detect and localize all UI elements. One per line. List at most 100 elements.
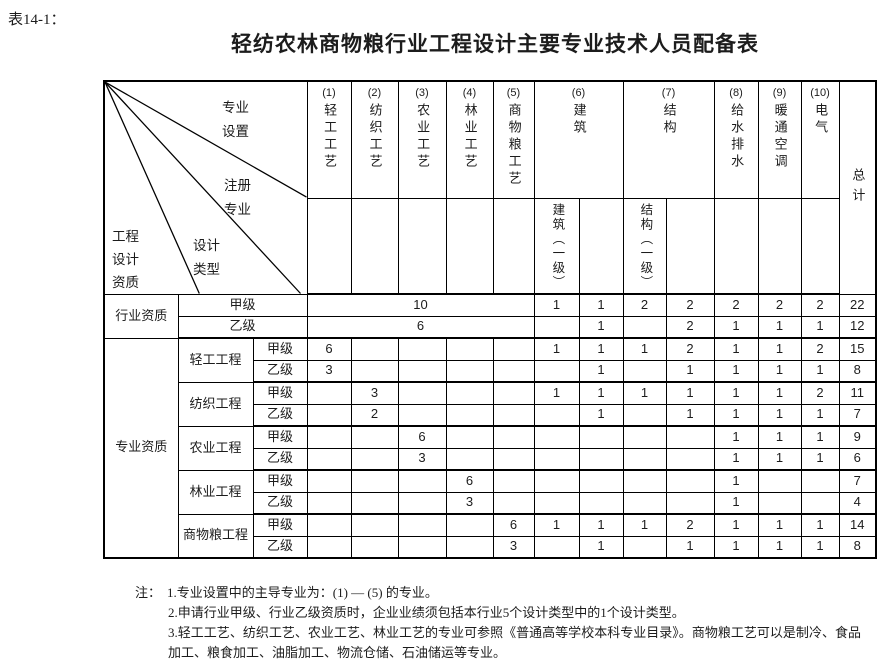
- column-number: (6): [571, 87, 586, 99]
- table-cell: 1: [757, 535, 802, 559]
- table-cell: [533, 447, 580, 471]
- column-number: (1): [322, 87, 336, 99]
- column-label: 给水排水: [729, 102, 745, 171]
- table-cell: 6: [397, 425, 447, 449]
- table-cell: [306, 535, 352, 559]
- table-row-industry-b: 乙级 6 1 2 1 1 1 12: [104, 315, 877, 339]
- column-number: (7): [661, 87, 676, 99]
- column-header-2: (2) 纺织工艺: [350, 80, 399, 199]
- engineering-label: 纺织工程: [177, 381, 254, 427]
- table-cell: 1: [800, 359, 840, 383]
- column-header-total: 总计: [838, 80, 877, 295]
- table-cell: [578, 425, 624, 449]
- table-cell: 2: [800, 337, 840, 361]
- table-cell: 1: [533, 513, 580, 537]
- table-cell: 1: [578, 337, 624, 361]
- column-header-5: (5) 商物粮工艺: [492, 80, 535, 199]
- table-cell: [350, 447, 399, 471]
- table-cell: [397, 535, 447, 559]
- table-cell-total: 7: [838, 469, 877, 493]
- column-label: 林业工艺: [462, 102, 478, 171]
- table-cell: 2: [665, 337, 715, 361]
- table-cell: 2: [350, 403, 399, 427]
- column-label: 结构: [661, 102, 677, 137]
- table-cell: [306, 447, 352, 471]
- table-cell: 6: [492, 513, 535, 537]
- table-cell: 1: [533, 293, 580, 317]
- table-cell: [622, 447, 667, 471]
- table-cell-total: 12: [838, 315, 877, 339]
- engineering-label: 轻工工程: [177, 337, 254, 383]
- table-cell: 2: [665, 293, 715, 317]
- table-cell: [397, 513, 447, 537]
- table-cell: 1: [713, 337, 759, 361]
- subheader-empty: [492, 197, 535, 295]
- grade-label: 甲级: [252, 513, 308, 537]
- table-cell: [445, 359, 494, 383]
- grade-label: 乙级: [252, 447, 308, 471]
- table-cell: [492, 381, 535, 405]
- table-cell: 1: [757, 315, 802, 339]
- table-cell-total: 4: [838, 491, 877, 515]
- table-cell: [397, 469, 447, 493]
- subheader-empty: [578, 197, 624, 295]
- subheader-empty: [665, 197, 715, 295]
- note-3: 3.轻工工艺、纺织工艺、农业工艺、林业工艺的专业可参照《普通高等学校本科专业目录…: [168, 625, 861, 660]
- table-cell: [445, 447, 494, 471]
- table-cell: 3: [306, 359, 352, 383]
- table-cell: 1: [757, 381, 802, 405]
- table-cell: 1: [757, 513, 802, 537]
- column-label: 轻工工艺: [322, 102, 338, 171]
- grade-label: 甲级: [252, 381, 308, 405]
- table-cell: [492, 447, 535, 471]
- personnel-allocation-table: 专业设置 注册专业 设计类型 工程设计资质 (1) 轻工工艺 (2) 纺织工艺 (3…: [103, 80, 878, 559]
- table-row-agriculture-a: 农业工程 甲级 6 1 1 1 9: [104, 425, 877, 471]
- grade-label: 乙级: [252, 403, 308, 427]
- table-cell: [622, 491, 667, 515]
- column-number: (10): [810, 87, 830, 99]
- table-cell: 1: [800, 315, 840, 339]
- table-cell: [306, 491, 352, 515]
- table-row-textile-a: 纺织工程 甲级 3 1 1 1 1 1 1 2 11: [104, 381, 877, 427]
- table-cell: 1: [713, 315, 759, 339]
- column-label: 电气: [813, 102, 829, 137]
- table-cell: [445, 403, 494, 427]
- table-cell: 3: [445, 491, 494, 515]
- table-cell: [665, 447, 715, 471]
- table-cell: 1: [578, 535, 624, 559]
- note-prefix: 注：: [135, 585, 162, 600]
- table-cell: [492, 491, 535, 515]
- table-cell: 1: [665, 381, 715, 405]
- total-label: 总计: [850, 167, 866, 208]
- diagonal-header-cell: 专业设置 注册专业 设计类型 工程设计资质: [103, 80, 308, 295]
- table-cell: 1: [713, 381, 759, 405]
- table-cell: [492, 425, 535, 449]
- table-cell: [306, 425, 352, 449]
- table-cell: [665, 491, 715, 515]
- table-cell: 6: [306, 337, 352, 361]
- table-cell: [533, 359, 580, 383]
- table-cell: [533, 315, 580, 339]
- table-cell: [578, 469, 624, 493]
- table-cell: 1: [713, 403, 759, 427]
- table-cell: 1: [578, 381, 624, 405]
- table-cell: 3: [492, 535, 535, 559]
- note-1: 注： 1.专业设置中的主导专业为：(1) — (5) 的专业。: [135, 583, 861, 603]
- table-cell: [533, 469, 580, 493]
- table-cell: [350, 535, 399, 559]
- table-cell: [665, 425, 715, 449]
- grade-label: 甲级: [252, 469, 308, 493]
- column-label: 商物粮工艺: [506, 102, 522, 188]
- subheader-empty: [306, 197, 352, 295]
- table-cell: [533, 403, 580, 427]
- table-cell: 1: [800, 513, 840, 537]
- table-cell: [757, 491, 802, 515]
- table-cell: 1: [713, 469, 759, 493]
- table-cell: 1: [578, 293, 624, 317]
- table-cell: [397, 491, 447, 515]
- subheader-empty: [397, 197, 447, 295]
- table-cell: 1: [533, 381, 580, 405]
- table-cell-total: 22: [838, 293, 877, 317]
- table-cell: [622, 359, 667, 383]
- table-cell: 1: [713, 447, 759, 471]
